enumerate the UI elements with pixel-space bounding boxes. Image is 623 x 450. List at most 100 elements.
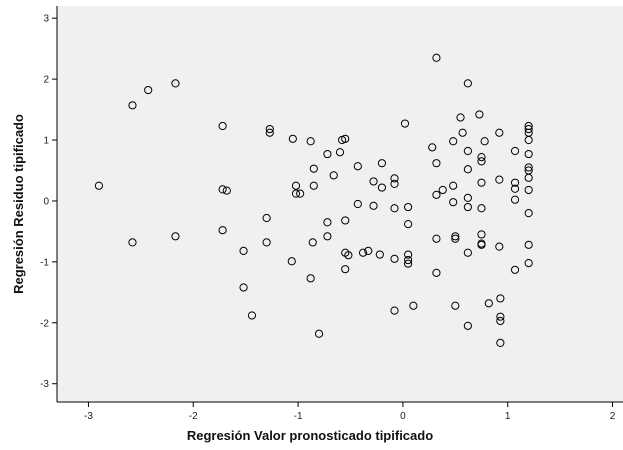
data-point <box>404 250 413 259</box>
data-point <box>475 110 484 119</box>
x-tick-label: 2 <box>610 411 616 422</box>
x-tick-label: 1 <box>505 411 511 422</box>
data-point <box>477 230 486 239</box>
data-point <box>369 201 378 210</box>
data-point <box>404 202 413 212</box>
data-point <box>400 119 410 128</box>
data-point <box>432 159 441 168</box>
data-point <box>432 190 441 199</box>
data-point <box>308 238 317 247</box>
data-point <box>432 53 441 62</box>
data-point <box>171 79 180 88</box>
data-point <box>288 134 297 143</box>
data-point <box>463 146 472 156</box>
data-point <box>390 204 399 213</box>
data-point <box>449 198 458 207</box>
data-point <box>496 312 505 321</box>
data-point <box>323 218 332 227</box>
data-point <box>287 257 296 266</box>
data-point <box>524 240 533 249</box>
data-point <box>377 183 387 192</box>
data-point <box>262 213 271 223</box>
data-point <box>218 226 227 235</box>
data-point <box>458 128 467 137</box>
data-point <box>404 220 413 229</box>
data-point <box>377 159 387 168</box>
data-point <box>463 248 472 257</box>
data-point <box>369 177 378 186</box>
data-point <box>128 238 137 247</box>
data-point <box>171 232 180 241</box>
data-point <box>510 195 520 204</box>
y-tick-label: 0 <box>43 196 49 207</box>
x-tick-label: 0 <box>400 411 406 422</box>
data-point <box>451 301 460 310</box>
data-point <box>341 134 350 143</box>
data-point <box>341 216 350 225</box>
data-point <box>510 178 520 187</box>
data-point <box>265 128 274 137</box>
data-point <box>524 163 533 172</box>
data-point <box>329 171 338 180</box>
x-tick-label: -2 <box>189 411 198 422</box>
data-point <box>496 338 505 348</box>
y-tick-label: 2 <box>43 75 49 86</box>
data-point <box>510 265 520 274</box>
data-point <box>335 148 345 157</box>
data-point <box>449 181 458 190</box>
data-point <box>218 121 227 131</box>
data-point <box>218 185 227 194</box>
data-point <box>265 124 274 134</box>
data-point <box>510 146 520 156</box>
x-tick-label: -3 <box>84 411 93 422</box>
data-point <box>496 316 505 326</box>
data-point <box>296 189 305 198</box>
y-axis-label: Regresión Residuo tipificado <box>11 114 26 294</box>
data-point <box>477 152 486 162</box>
data-point <box>477 178 486 187</box>
data-point <box>428 143 437 152</box>
data-point <box>477 157 486 166</box>
data-point <box>291 181 301 190</box>
data-point <box>477 240 486 249</box>
data-point <box>438 185 447 195</box>
data-point <box>495 128 504 137</box>
data-point <box>524 209 533 218</box>
y-tick-label: -3 <box>40 379 49 390</box>
data-point <box>451 234 460 243</box>
data-point <box>239 246 248 256</box>
data-point <box>524 149 533 159</box>
data-point <box>524 124 533 134</box>
data-point <box>239 283 248 292</box>
data-point <box>375 250 384 259</box>
data-point <box>309 181 318 190</box>
data-point <box>247 311 257 320</box>
data-point <box>480 137 489 146</box>
plot-area <box>57 6 623 402</box>
data-point <box>404 255 413 265</box>
data-point <box>222 186 231 195</box>
data-point <box>128 101 137 110</box>
y-axis-ticks: -3 -2 -1 0 1 2 3 <box>40 14 57 390</box>
x-tick-label: -1 <box>294 411 303 422</box>
data-point <box>524 173 533 182</box>
data-point <box>390 179 399 188</box>
data-point <box>364 246 373 256</box>
data-point <box>306 137 315 146</box>
data-point <box>314 329 324 338</box>
data-point <box>463 165 472 174</box>
data-point <box>309 164 318 173</box>
data-points <box>94 53 533 348</box>
data-point <box>262 238 271 247</box>
data-point <box>432 234 441 243</box>
data-point <box>306 274 315 283</box>
data-point <box>451 232 460 241</box>
data-point <box>456 113 465 122</box>
data-point <box>341 265 350 274</box>
data-point <box>496 294 505 303</box>
x-axis-label: Regresión Valor pronosticado tipificado <box>187 428 433 443</box>
data-point <box>404 259 413 268</box>
data-point <box>390 254 399 263</box>
data-point <box>510 184 520 193</box>
